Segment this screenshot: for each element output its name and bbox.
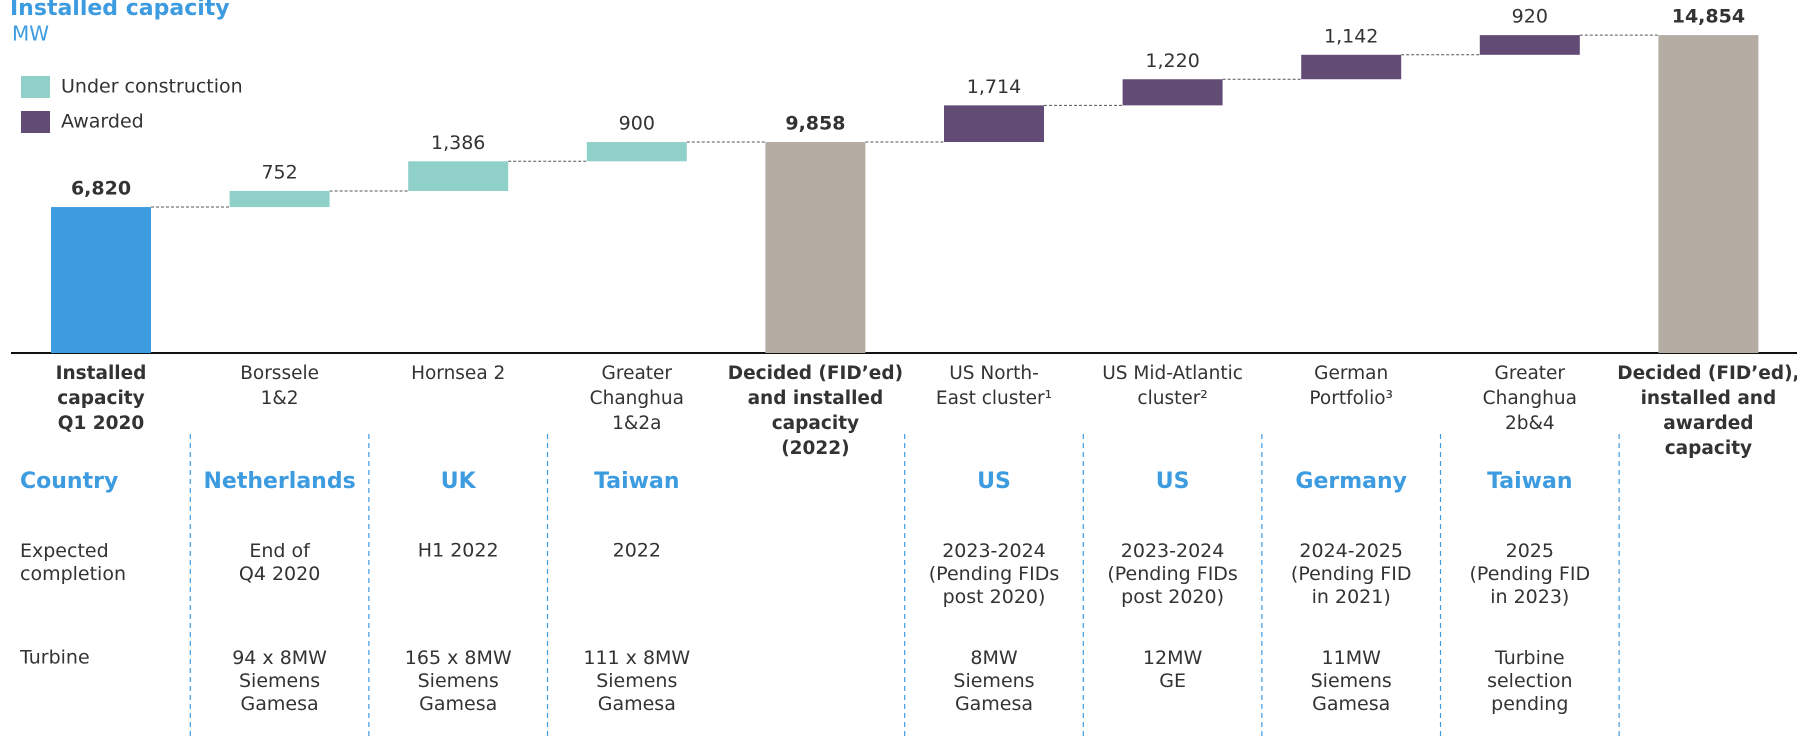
- table-cell: 111 x 8MW Siemens Gamesa: [583, 647, 690, 715]
- value-label: 6,820: [71, 178, 131, 200]
- legend-label: Under construction: [61, 76, 243, 98]
- category-label: German Portfolio³: [1309, 363, 1393, 409]
- bar: [765, 142, 866, 353]
- value-label: 752: [261, 161, 297, 183]
- value-label: 1,386: [431, 132, 485, 154]
- row-label: Country: [20, 469, 118, 494]
- table-cell: H1 2022: [418, 540, 499, 562]
- category-label: US Mid-Atlantic cluster²: [1102, 363, 1243, 409]
- table-cell: Turbine selection pending: [1487, 647, 1572, 715]
- value-label: 14,854: [1672, 6, 1745, 28]
- legend-label: Awarded: [61, 111, 144, 133]
- value-label: 900: [619, 113, 655, 135]
- row-label: Expected completion: [20, 540, 126, 585]
- table-cell: 12MW GE: [1143, 647, 1203, 692]
- table-cell: End of Q4 2020: [239, 540, 320, 585]
- row-label: Turbine: [19, 647, 90, 669]
- table-cell: US: [1156, 469, 1190, 494]
- value-label: 1,714: [967, 76, 1021, 98]
- legend-swatch: [21, 111, 50, 133]
- table-cell: 2025 (Pending FID in 2023): [1470, 540, 1591, 608]
- value-label: 1,220: [1145, 50, 1199, 72]
- table-cell: 94 x 8MW Siemens Gamesa: [232, 647, 327, 715]
- category-label: Hornsea 2: [411, 363, 505, 384]
- chart-title: Installed capacity: [10, 0, 230, 21]
- category-label: Installed capacity Q1 2020: [56, 363, 147, 434]
- category-label: Decided (FID’ed), installed and awarded cap…: [1617, 363, 1797, 459]
- legend-swatch: [21, 76, 50, 98]
- table-cell: 8MW Siemens Gamesa: [953, 647, 1034, 715]
- category-label: Greater Changhua 1&2a: [590, 363, 684, 434]
- bar: [944, 105, 1044, 143]
- table-cell: 2024-2025 (Pending FID in 2021): [1291, 540, 1412, 608]
- bar: [408, 161, 509, 191]
- table-cell: 11MW Siemens Gamesa: [1311, 647, 1392, 715]
- table-cell: 2023-2024 (Pending FIDs post 2020): [1107, 540, 1237, 608]
- bar: [1301, 54, 1402, 80]
- table-cell: US: [977, 469, 1011, 494]
- table-cell: UK: [441, 469, 477, 494]
- table-cell: Germany: [1295, 469, 1407, 494]
- table-cell: 2023-2024 (Pending FIDs post 2020): [929, 540, 1059, 608]
- category-label: US North-East cluster¹: [936, 363, 1052, 409]
- value-label: 920: [1512, 6, 1548, 28]
- bar: [51, 207, 151, 353]
- category-label: Decided (FID’ed) and installed capacity (20…: [728, 363, 903, 459]
- bar: [1479, 35, 1580, 55]
- bar: [1658, 35, 1759, 354]
- value-label: 1,142: [1324, 25, 1378, 47]
- bar: [586, 142, 687, 162]
- category-label: Borssele 1&2: [240, 363, 319, 409]
- chart-subtitle: MW: [12, 22, 49, 46]
- bar: [229, 190, 330, 208]
- category-label: Greater Changhua 2b&4: [1483, 363, 1577, 434]
- table-cell: 165 x 8MW Siemens Gamesa: [405, 647, 512, 715]
- table-cell: Taiwan: [594, 469, 679, 494]
- table-cell: Taiwan: [1487, 469, 1572, 494]
- bar: [1122, 79, 1223, 106]
- table-cell: Netherlands: [204, 469, 356, 494]
- table-cell: 2022: [613, 540, 661, 562]
- value-label: 9,858: [785, 113, 845, 135]
